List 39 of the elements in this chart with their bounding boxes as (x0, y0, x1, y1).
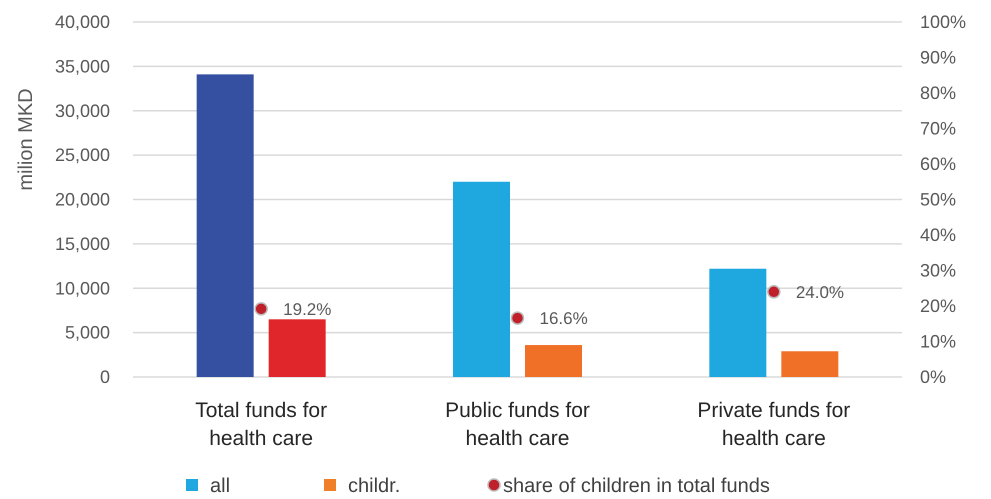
y2-tick-label: 0% (920, 367, 946, 387)
y-axis-title: milion MKD (15, 88, 37, 191)
legend-label: all (210, 475, 230, 497)
y2-tick-label: 40% (920, 225, 956, 245)
y2-tick-label: 90% (920, 48, 956, 68)
data-label: 19.2% (283, 300, 332, 319)
bar (196, 74, 254, 377)
bar (525, 345, 582, 377)
bar (709, 268, 766, 377)
x-tick-label: Public funds for health care (445, 399, 590, 450)
y2-tick-label: 80% (920, 83, 956, 103)
y-tick-label: 5,000 (64, 322, 110, 343)
legend-label: childr. (348, 475, 400, 497)
point (254, 302, 268, 316)
y-tick-label: 15,000 (54, 234, 110, 254)
y-tick-label: 10,000 (54, 278, 110, 298)
point (767, 285, 781, 299)
y-tick-label: 20,000 (54, 190, 110, 210)
y-tick-label: 40,000 (54, 12, 110, 32)
y2-tick-label: 50% (920, 190, 956, 210)
y2-tick-label: 70% (920, 118, 956, 138)
point (510, 311, 524, 325)
bar (268, 319, 326, 377)
y2-tick-label: 100% (920, 12, 966, 32)
x-tick-label: Private funds for health care (697, 399, 850, 450)
y-tick-label: 35,000 (54, 56, 110, 76)
y-tick-label: 30,000 (54, 100, 110, 121)
y2-tick-label: 60% (920, 154, 956, 174)
y-tick-label: 25,000 (54, 145, 110, 166)
y2-tick-label: 10% (920, 332, 956, 352)
data-label: 16.6% (540, 309, 588, 328)
y2-tick-label: 30% (920, 260, 956, 280)
data-label: 24.0% (796, 282, 844, 302)
legend-label: share of children in total funds (503, 475, 770, 497)
bar (781, 351, 838, 377)
bar (453, 182, 510, 377)
x-tick-label: Total funds for health care (195, 399, 328, 450)
y-tick-label: 0 (100, 367, 110, 387)
y2-tick-label: 20% (920, 296, 956, 316)
